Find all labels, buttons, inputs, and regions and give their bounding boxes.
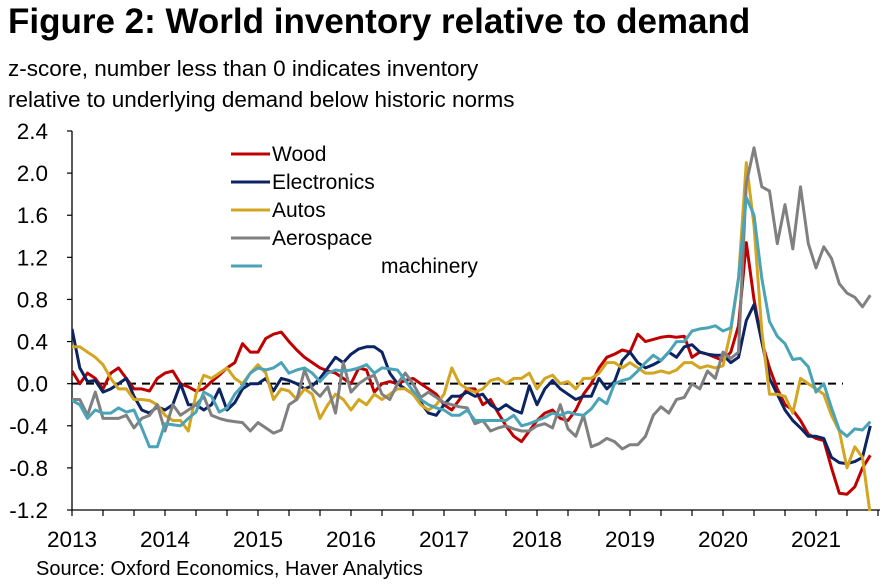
y-tick-label: 0.0 [17, 372, 48, 397]
x-tick-label: 2015 [233, 527, 283, 552]
source-note: Source: Oxford Economics, Haver Analytic… [36, 558, 423, 580]
x-tick-label: 2016 [326, 527, 376, 552]
x-tick-label: 2014 [140, 527, 190, 552]
x-tick-label: 2017 [419, 527, 469, 552]
series-line-electronics [72, 303, 872, 466]
chart-title: Figure 2: World inventory relative to de… [8, 2, 751, 41]
axes: 2.4 2.0 1.6 1.2 0.8 0.4 0.0 -0.4 -0.8 -1.2 2013 201… [9, 119, 880, 552]
series-line-wood [72, 241, 872, 496]
legend-label-aerospace: Aerospace [272, 227, 372, 250]
y-tick-label: 1.6 [17, 203, 48, 228]
legend: Wood Electronics Autos Aerospace machinery [231, 143, 478, 278]
x-tick-label: 2019 [605, 527, 655, 552]
y-tick-label: 1.2 [17, 245, 48, 270]
y-tick-label: 2.0 [17, 161, 48, 186]
chart-subtitle-line-1: z-score, number less than 0 indicates in… [8, 56, 479, 81]
x-tick-label: 2013 [47, 527, 97, 552]
y-tick-label: -1.2 [9, 498, 48, 523]
x-tick-label: 2020 [698, 527, 748, 552]
series-lines [72, 146, 872, 511]
y-tick-label: 2.4 [17, 119, 48, 144]
y-tick-label: -0.8 [9, 456, 48, 481]
x-tick-label: 2018 [512, 527, 562, 552]
y-tick-label: 0.8 [17, 287, 48, 312]
x-tick-label: 2021 [791, 527, 841, 552]
series-line-autos [72, 161, 872, 511]
series-line-machinery [72, 195, 872, 449]
legend-label-electronics: Electronics [272, 171, 375, 194]
y-tick-label: -0.4 [9, 414, 48, 439]
y-tick-label: 0.4 [17, 330, 48, 355]
legend-label-wood: Wood [272, 143, 326, 166]
chart-subtitle-line-2: relative to underlying demand below hist… [8, 87, 515, 112]
legend-label-autos: Autos [272, 199, 326, 222]
legend-label-machinery: machinery [381, 255, 478, 278]
